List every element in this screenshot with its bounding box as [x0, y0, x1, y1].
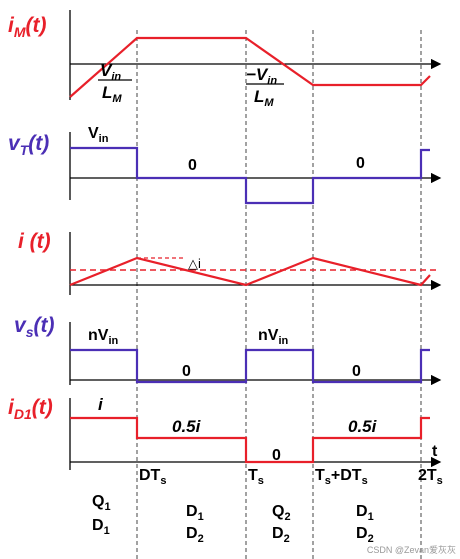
vt-zero: 0 [356, 155, 365, 172]
time-label: Ts+DTs [315, 467, 368, 487]
im-wave [69, 36, 431, 98]
interval-switch: D2 [356, 525, 374, 545]
interval-switch: D2 [186, 525, 204, 545]
dashed-lines [136, 30, 422, 559]
time-label: DTs [139, 467, 166, 487]
label-i: i (t) [18, 230, 51, 253]
vt-high: Vin [88, 125, 109, 145]
slope-down-den: LM [254, 87, 274, 109]
vs-high: nVin [88, 327, 119, 347]
ripple-label: △i [188, 256, 201, 271]
interval-switch: D1 [92, 517, 110, 537]
label-vt: vT(t) [8, 132, 49, 158]
vs-high: nVin [258, 327, 289, 347]
id-half: 0.5i [172, 417, 202, 436]
vt-wave [70, 146, 430, 205]
slope-up-den: LM [102, 83, 122, 105]
time-label: Ts [248, 467, 264, 487]
interval-switch: Q1 [92, 493, 111, 513]
slope-up-num: Vin [100, 61, 121, 83]
vt-zero: 0 [188, 157, 197, 174]
id-full: i [98, 395, 104, 414]
interval-switch: D1 [356, 503, 374, 523]
watermark: CSDN @Zevan爱灰灰 [367, 544, 456, 555]
slope-down-num: −Vin [246, 65, 277, 87]
axis-t: t [432, 443, 438, 460]
intervals: Q1 D1 D1 D2 Q2 D2 D1 D2 [92, 493, 374, 545]
vs-zero: 0 [352, 363, 361, 380]
id-wave [70, 416, 430, 464]
label-vs: vs(t) [14, 314, 54, 340]
vs-zero: 0 [182, 363, 191, 380]
id-zero: 0 [272, 447, 281, 464]
label-im: iM(t) [8, 14, 47, 40]
interval-switch: D2 [272, 525, 290, 545]
vs-wave [70, 348, 430, 384]
time-label: 2Ts [418, 467, 443, 487]
id-half: 0.5i [348, 417, 378, 436]
label-id1: iD1(t) [8, 396, 53, 422]
interval-switch: Q2 [272, 503, 291, 523]
interval-switch: D1 [186, 503, 204, 523]
i-wave [69, 256, 431, 287]
